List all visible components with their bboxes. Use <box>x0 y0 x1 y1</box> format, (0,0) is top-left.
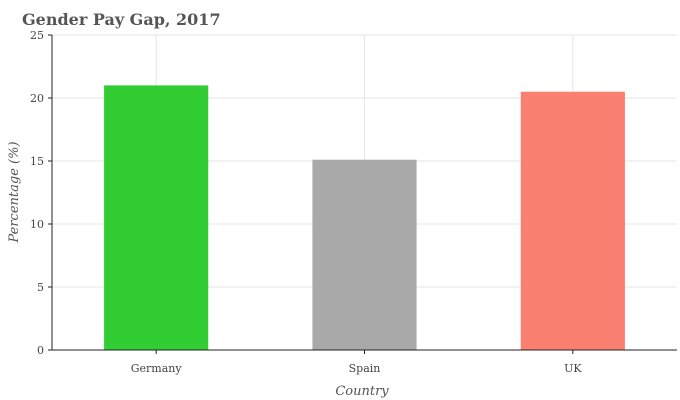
y-tick-label: 20 <box>30 92 44 105</box>
y-axis-label: Percentage (%) <box>7 141 22 243</box>
y-tick-label: 25 <box>30 29 44 42</box>
x-tick-label: Germany <box>131 362 183 375</box>
y-tick-label: 10 <box>30 218 44 231</box>
y-tick-label: 15 <box>30 155 44 168</box>
y-tick-label: 5 <box>37 281 44 294</box>
x-tick-label: Spain <box>349 362 381 375</box>
x-ticks: Germany Spain UK <box>131 350 582 375</box>
bars <box>104 85 625 351</box>
chart-title: Gender Pay Gap, 2017 <box>22 10 221 29</box>
x-axis-label: Country <box>335 384 389 399</box>
bar-germany <box>104 85 209 351</box>
y-tick-label: 0 <box>37 344 44 357</box>
y-ticks: 0 5 10 15 20 25 <box>30 29 52 357</box>
bar-uk <box>520 91 625 350</box>
x-tick-label: UK <box>564 362 582 375</box>
bar-spain <box>312 159 417 350</box>
